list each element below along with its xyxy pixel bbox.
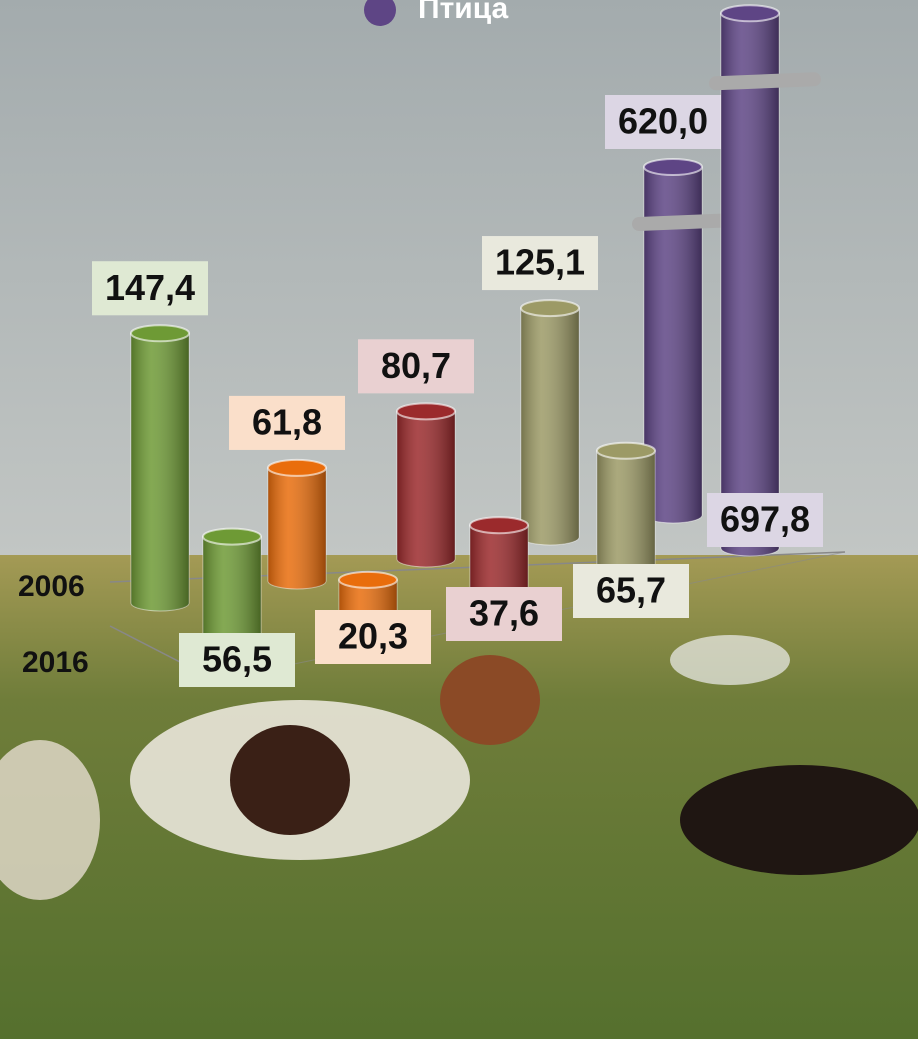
label-bg [179,633,295,687]
label-tint [482,236,598,291]
bar-top [720,4,780,23]
bar-shade [397,411,455,567]
value-label-box: 56,5 [179,633,295,687]
bar [396,402,456,568]
bar-top [202,527,262,546]
plot: 147,4 61,8 80,7 125,1 620,0 56,5 20,3 37,6 65,7 6… [18,4,823,687]
value-label: 20,3 [338,616,408,657]
cow-patch [230,725,350,835]
bar [709,4,821,557]
label-bg [229,395,345,450]
value-label: 65,7 [596,570,666,611]
bar-top [596,441,656,460]
value-label: 37,6 [469,593,539,634]
label-bg [315,610,431,664]
label-tint [358,339,474,394]
label-tint [92,261,208,316]
bar-top [643,158,703,176]
legend-marker [364,0,396,26]
category-label: 2006 [18,570,85,603]
label-tint [179,633,295,687]
value-label-box: 620,0 [605,95,721,149]
bar-top [396,402,456,421]
label-bg [707,493,823,547]
cow [680,765,918,875]
bar-top [338,570,398,589]
value-label: 147,4 [105,267,195,308]
label-bg [446,587,562,641]
bar [267,458,327,590]
category-label: 2016 [22,646,89,679]
bar-shade [268,467,326,589]
bar-shade [470,525,528,602]
value-label: 125,1 [495,242,585,283]
bar-shade [521,308,579,545]
value-label-box: 80,7 [358,339,474,394]
bar-top [520,299,580,318]
label-tint [446,587,562,641]
value-label: 61,8 [252,401,322,442]
cow [440,655,540,745]
value-label-box: 147,4 [92,261,208,316]
value-label: 697,8 [720,499,810,540]
label-bg [605,95,721,149]
bar-shade [597,450,655,579]
value-label: 620,0 [618,101,708,142]
value-label-box: 61,8 [229,395,345,450]
label-bg [573,564,689,618]
bar [130,324,190,612]
bar [596,441,656,580]
legend-label: Птица [418,0,509,25]
cow [670,635,790,685]
bar-shade [644,167,702,523]
value-label-box: 65,7 [573,564,689,618]
value-label-box: 20,3 [315,610,431,664]
label-tint [605,95,721,149]
bar-top [267,458,327,477]
legend: Птица [364,0,509,26]
value-label-box: 37,6 [446,587,562,641]
bar-shade [131,333,189,611]
value-label-box: 697,8 [707,493,823,547]
bar-shade [203,536,261,648]
bar-top [469,516,529,535]
bar [520,299,580,546]
axis-break [709,72,821,91]
bar-shade [721,13,779,556]
label-tint [707,493,823,547]
value-label: 56,5 [202,639,272,680]
label-tint [573,564,689,618]
label-tint [229,395,345,450]
bar [202,527,262,649]
label-tint [315,610,431,664]
label-bg [358,339,474,394]
bar-top [130,324,190,343]
label-bg [482,236,598,291]
label-bg [92,261,208,316]
value-label-box: 125,1 [482,236,598,291]
cow [0,740,100,900]
value-label: 80,7 [381,345,451,386]
